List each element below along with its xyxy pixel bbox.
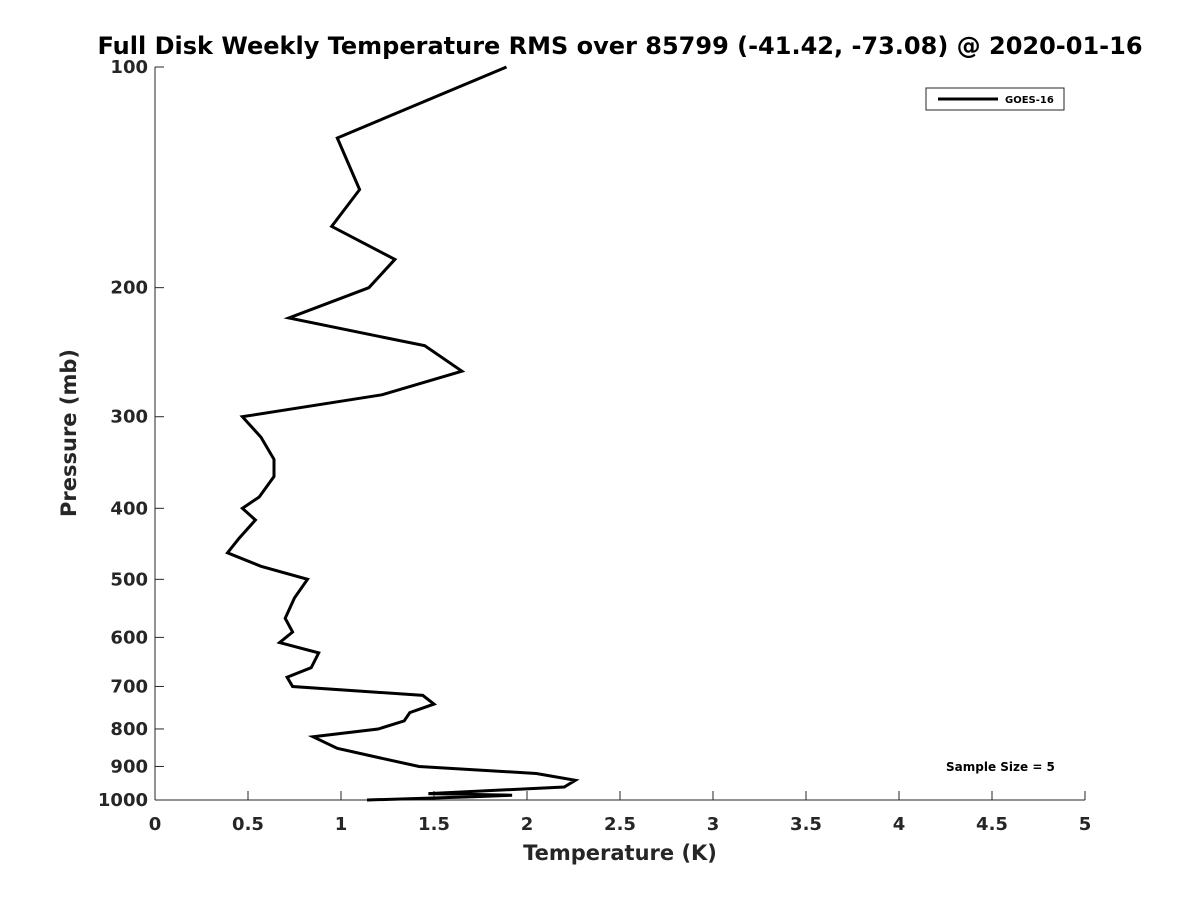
y-tick-label: 600 xyxy=(110,627,148,648)
x-tick-label: 2 xyxy=(521,814,534,835)
plot-area: 0 0.5 1 1.5 2 2.5 3 3.5 4 4.5 5 100 200 300 400 500 600… xyxy=(98,57,1091,835)
x-tick-label: 2.5 xyxy=(604,814,636,835)
series-layer xyxy=(225,65,580,802)
x-tick-label: 5 xyxy=(1079,814,1092,835)
y-axis-label: Pressure (mb) xyxy=(57,349,81,517)
y-tick-label: 700 xyxy=(110,676,148,697)
x-tick-label: 4 xyxy=(893,814,906,835)
x-tick-label: 1.5 xyxy=(418,814,450,835)
y-axis-ticks: 100 200 300 400 500 600 700 800 900 1000 xyxy=(98,57,164,811)
y-tick-label: 900 xyxy=(110,756,148,777)
sample-size-annotation: Sample Size = 5 xyxy=(946,760,1055,774)
x-axis-label: Temperature (K) xyxy=(523,841,717,865)
y-tick-label: 1000 xyxy=(98,790,148,811)
y-tick-label: 500 xyxy=(110,569,148,590)
legend: GOES-16 xyxy=(925,87,1065,111)
x-tick-label: 3.5 xyxy=(790,814,822,835)
x-axis-ticks: 0 0.5 1 1.5 2 2.5 3 3.5 4 4.5 5 xyxy=(149,791,1092,835)
y-tick-label: 800 xyxy=(110,719,148,740)
y-tick-label: 400 xyxy=(110,498,148,519)
x-tick-label: 4.5 xyxy=(976,814,1008,835)
series-line-goes-16 xyxy=(225,65,580,802)
chart-title: Full Disk Weekly Temperature RMS over 85… xyxy=(97,32,1142,60)
x-tick-label: 0 xyxy=(149,814,162,835)
y-tick-label: 200 xyxy=(110,278,148,299)
x-tick-label: 0.5 xyxy=(232,814,264,835)
y-tick-label: 100 xyxy=(110,57,148,78)
y-tick-label: 300 xyxy=(110,407,148,428)
x-tick-label: 1 xyxy=(335,814,348,835)
x-tick-label: 3 xyxy=(707,814,720,835)
legend-label-goes-16: GOES-16 xyxy=(1005,95,1054,106)
